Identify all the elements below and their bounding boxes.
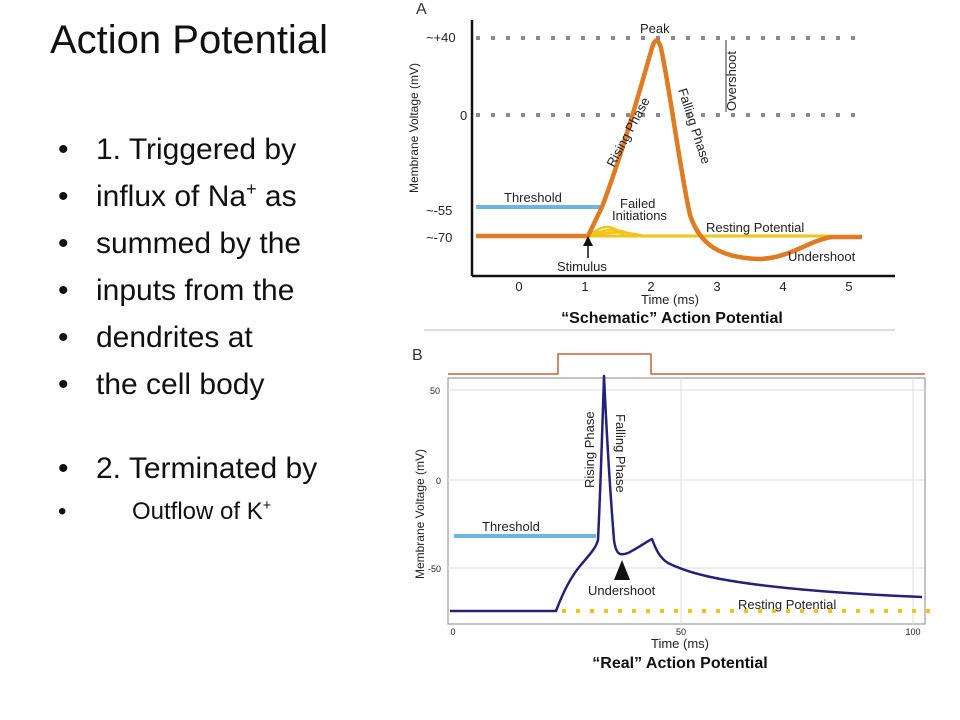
slide-title: Action Potential <box>50 18 328 62</box>
panel-a-xtick: 3 <box>713 279 720 294</box>
panel-a-xtick: 2 <box>647 279 654 294</box>
panel-b: B Membrane Voltage (mV) 50 0 -50 Thresho… <box>412 347 936 672</box>
bullet-item: Outflow of K+ <box>58 492 317 532</box>
bullet-item: inputs from the <box>58 267 317 314</box>
panel-a-xlabel: Time (ms) <box>641 292 699 307</box>
stimulus-label: Stimulus <box>557 259 607 274</box>
panel-a-ytick: ~-55 <box>426 203 452 218</box>
panel-b-ytick: -50 <box>428 564 441 574</box>
stimulus-pulse <box>448 353 925 375</box>
panel-b-xtick: 0 <box>450 627 455 637</box>
panel-a-xtick: 4 <box>779 279 786 294</box>
undershoot-arrowhead <box>614 560 630 580</box>
threshold-label: Threshold <box>482 519 540 534</box>
panel-b-ytick: 0 <box>436 476 441 486</box>
panel-a-xtick: 5 <box>845 279 852 294</box>
panel-a-xtick: 0 <box>515 279 522 294</box>
bullet-item: 2. Terminated by <box>58 445 317 492</box>
panel-a-xtick: 1 <box>581 279 588 294</box>
schematic-trace <box>476 38 862 262</box>
panel-b-xlabel: Time (ms) <box>651 636 709 651</box>
threshold-label: Threshold <box>504 190 562 205</box>
initiations-label: Initiations <box>612 208 667 223</box>
panel-b-ylabel: Membrane Voltage (mV) <box>413 449 427 579</box>
bullet-item: dendrites at <box>58 314 317 361</box>
undershoot-label: Undershoot <box>788 249 856 264</box>
panel-a-ytick: ~-70 <box>426 230 452 245</box>
rising-phase-label: Rising Phase <box>582 411 597 488</box>
stimulus-arrowhead <box>583 236 593 246</box>
bullet-list: 1. Triggered by influx of Na+ as summed … <box>58 126 317 532</box>
panel-b-ytick: 50 <box>430 386 440 396</box>
failed-initiation-hump <box>589 231 645 238</box>
panel-a-ytick: 0 <box>460 108 467 123</box>
rising-phase-label: Rising Phase <box>603 95 652 170</box>
panel-a: A Membrane Voltage (mV) ~+40 0 ~-55 ~-70… <box>407 1 895 327</box>
failed-label: Failed <box>620 196 655 211</box>
falling-phase-label: Falling Phase <box>613 414 628 493</box>
bullet-item: the cell body <box>58 361 317 408</box>
bullet-item: summed by the <box>58 220 317 267</box>
bullet-item: 1. Triggered by <box>58 126 317 173</box>
bullet-item: influx of Na+ as <box>58 173 317 220</box>
panel-b-xtick: 100 <box>905 627 920 637</box>
panel-b-frame <box>447 377 926 625</box>
overshoot-label: Overshoot <box>724 51 739 111</box>
panel-a-caption: “Schematic” Action Potential <box>561 310 783 327</box>
resting-potential-label: Resting Potential <box>706 220 804 235</box>
panel-b-caption: “Real” Action Potential <box>592 655 767 672</box>
panel-b-label: B <box>412 347 423 364</box>
panel-a-ylabel: Membrane Voltage (mV) <box>407 63 421 193</box>
panel-a-ytick: ~+40 <box>426 30 456 45</box>
resting-potential-label: Resting Potential <box>738 597 836 612</box>
undershoot-label: Undershoot <box>588 583 656 598</box>
real-trace <box>450 374 923 613</box>
peak-label: Peak <box>640 21 670 36</box>
panel-a-label: A <box>416 1 427 18</box>
panel-b-xtick: 50 <box>676 627 686 637</box>
